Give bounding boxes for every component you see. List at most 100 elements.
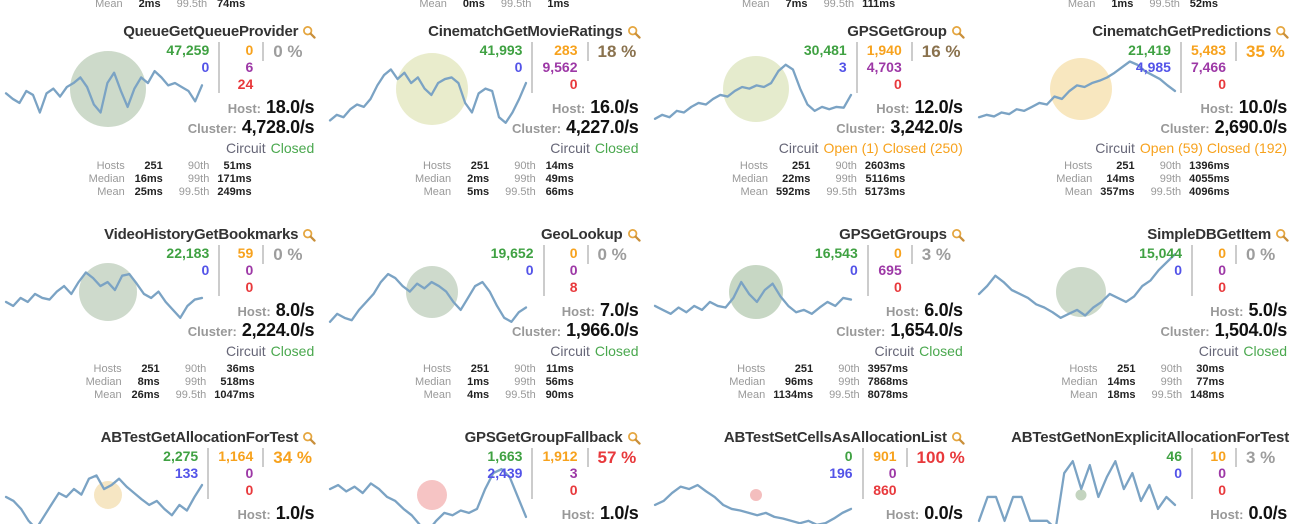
magnifier-icon[interactable]	[951, 25, 965, 39]
command-name: SimpleDBGetItem	[1147, 226, 1271, 243]
stat-label: 90th	[514, 363, 536, 375]
latency-stats-table: Hosts 251 90th 36ms Median 8ms 99th 518m…	[70, 363, 255, 402]
error-percent: 0 %	[262, 245, 316, 264]
stat-label: 90th	[184, 363, 207, 375]
stat-label: Hosts	[422, 160, 452, 172]
success-count: 16,543	[814, 245, 858, 261]
stat-label: Mean	[742, 0, 770, 10]
rejected-count: 695	[878, 262, 902, 278]
sparkline-path	[329, 68, 528, 124]
stat-label: 99th	[1160, 376, 1183, 388]
magnifier-icon[interactable]	[951, 228, 965, 242]
sparkline	[653, 280, 852, 316]
error-percent: 18 %	[586, 42, 641, 61]
rejected-count: 0	[245, 465, 254, 481]
short-circuited-count: 2,439	[487, 465, 523, 481]
magnifier-icon[interactable]	[627, 228, 641, 242]
magnifier-icon[interactable]	[627, 25, 641, 39]
host-rate-row: Host: 5.0/s	[973, 301, 1297, 321]
sparkline	[329, 467, 528, 524]
host-rate-label: Host:	[237, 304, 271, 319]
stat-label: Mean	[94, 389, 122, 401]
top-strip-cell: Mean 0ms 99.5th 1ms	[324, 0, 648, 14]
stat-label: 99.5th	[1150, 186, 1182, 198]
counter-block: 46 0 10 0 0 3 %	[973, 448, 1297, 504]
host-rate-value: 18.0/s	[266, 97, 315, 117]
cluster-rate-row: Cluster: 3,242.0/s	[649, 118, 973, 138]
stat-value: 251	[470, 363, 490, 375]
cluster-rate-row: Cluster: 4,227.0/s	[324, 118, 648, 138]
counter-block: 19,652 0 0 0 8 0 %	[324, 245, 648, 301]
circuit-status: Open (59) Closed (192)	[1139, 140, 1287, 156]
stat-label: 99.5th	[829, 389, 860, 401]
sparkline	[329, 272, 528, 324]
rejected-count: 0	[1218, 465, 1226, 481]
cluster-rate-label: Cluster:	[836, 121, 886, 136]
stat-value: 1396ms	[1189, 160, 1230, 172]
magnifier-icon[interactable]	[1275, 25, 1289, 39]
top-cropped-stats-row: Mean 2ms 99.5th 74ms Mean 0ms 99.5th 1ms…	[0, 0, 1297, 14]
timeout-count: 1,940	[866, 42, 902, 58]
stat-label: 99th	[184, 376, 207, 388]
circuit-panel: QueueGetQueueProvider 47,259 0 0 6 24 0 …	[0, 14, 324, 217]
magnifier-icon[interactable]	[1275, 228, 1289, 242]
host-rate-row: Host: 0.0/s	[973, 504, 1297, 524]
sparkline-path	[977, 60, 1176, 119]
sparkline-path	[977, 253, 1176, 320]
circuit-label: Circuit	[225, 140, 266, 156]
stat-label: 99.5th	[1149, 0, 1180, 10]
circuit-status: Closed	[594, 343, 639, 359]
stat-value: 3957ms	[867, 363, 909, 375]
stat-value: 2ms	[467, 173, 490, 185]
latency-stats-table: Hosts 251 90th 30ms Median 14ms 99th 77m…	[1045, 363, 1224, 402]
stat-label: Mean	[1064, 186, 1093, 198]
stat-label: Mean	[423, 389, 452, 401]
success-column: 21,419 4,985	[1118, 42, 1180, 76]
host-rate-row: Host: 18.0/s	[0, 98, 324, 118]
sparkline	[977, 60, 1176, 119]
magnifier-icon[interactable]	[302, 25, 316, 39]
short-circuited-count: 0	[514, 59, 523, 75]
counter-block: 21,419 4,985 5,483 7,466 0 35 %	[973, 42, 1297, 98]
counter-block: 16,543 0 0 695 0 3 %	[649, 245, 973, 301]
stat-value: 1ms	[547, 0, 570, 10]
sparkline-chart	[977, 247, 1176, 333]
circuit-panel: GPSGetGroupFallback 1,663 2,439 1,912 3 …	[324, 420, 648, 524]
stat-value: 1ms	[467, 376, 490, 388]
cluster-rate-value: 4,728.0/s	[241, 117, 315, 137]
stat-label: 99.5th	[823, 0, 855, 10]
success-column: 16,543 0	[805, 245, 867, 279]
timeout-count: 283	[554, 42, 578, 58]
circuit-label: Circuit	[874, 343, 915, 359]
sparkline-chart	[977, 44, 1176, 130]
stat-label: 99th	[1159, 173, 1182, 185]
magnifier-icon[interactable]	[951, 431, 965, 445]
stat-value: 52ms	[1189, 0, 1218, 10]
magnifier-icon[interactable]	[302, 431, 316, 445]
circuit-panel: ABTestGetAllocationForTest 2,275 133 1,1…	[0, 420, 324, 524]
failure-count: 8	[569, 279, 578, 295]
cluster-rate-value: 1,504.0/s	[1214, 320, 1288, 340]
success-count: 46	[1166, 448, 1182, 464]
sparkline-chart	[4, 450, 204, 524]
stat-label: Median	[85, 376, 122, 388]
circuit-label: Circuit	[778, 140, 819, 156]
stat-label: Mean	[419, 0, 447, 10]
health-circle	[396, 52, 469, 125]
magnifier-icon[interactable]	[627, 431, 641, 445]
timeout-count: 0	[893, 245, 902, 261]
stat-label: Mean	[737, 389, 766, 401]
stat-value: 14ms	[545, 160, 574, 172]
circuit-row: Circuit Open (1) Closed (250)	[649, 140, 973, 156]
success-count: 22,183	[166, 245, 210, 261]
health-circle	[750, 488, 763, 501]
magnifier-icon[interactable]	[302, 228, 316, 242]
host-rate-label: Host:	[227, 101, 261, 116]
sparkline	[329, 68, 528, 124]
top-strip-cell: Mean 1ms 99.5th 52ms	[973, 0, 1297, 14]
host-rate-label: Host:	[885, 507, 920, 522]
success-count: 41,993	[479, 42, 523, 58]
panel-row-2: VideoHistoryGetBookmarks 22,183 0 59 0 0…	[0, 217, 1297, 420]
success-column: 41,993 0	[469, 42, 531, 76]
stat-value: 251	[791, 160, 811, 172]
